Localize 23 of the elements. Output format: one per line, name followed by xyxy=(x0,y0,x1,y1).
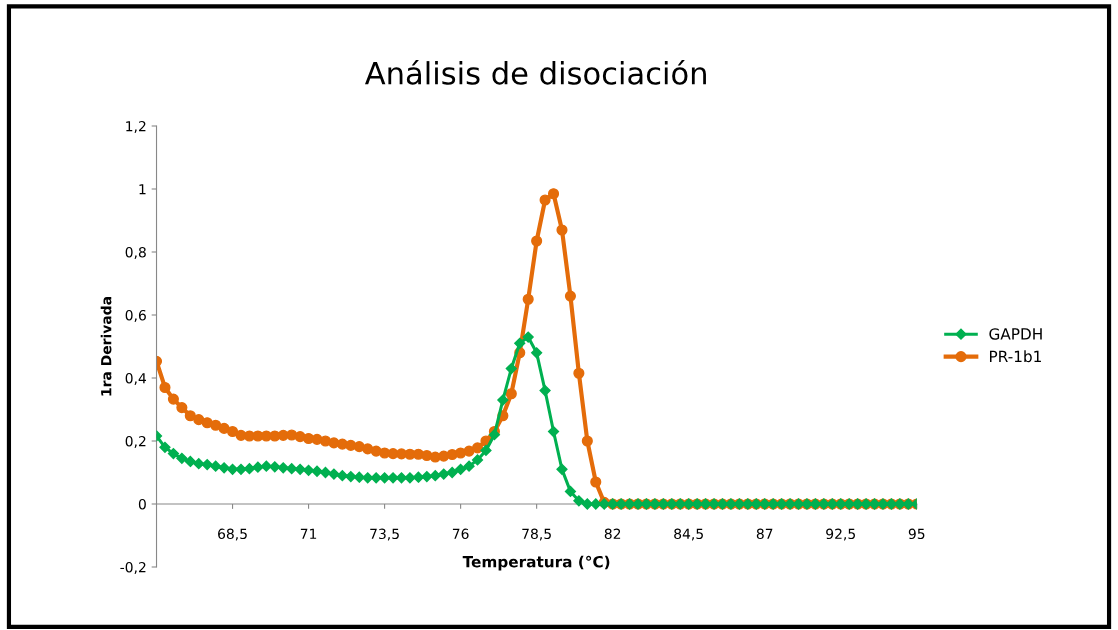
x-tick-label: 82 xyxy=(604,528,621,540)
y-tick-label: -0,2 xyxy=(120,561,146,574)
legend-label: GAPDH xyxy=(989,328,1042,340)
y-tick-label: 0,2 xyxy=(125,435,146,448)
x-tick-label: 87 xyxy=(756,528,773,540)
x-tick-label: 68,5 xyxy=(218,528,247,541)
x-tick-label: 95 xyxy=(908,528,925,540)
x-tick-label: 78,5 xyxy=(522,528,551,541)
x-tick-label: 92,5 xyxy=(826,528,855,541)
legend-label: PR-1b1 xyxy=(989,350,1041,363)
y-tick-label: 0,6 xyxy=(125,309,146,322)
x-tick-label: 84,5 xyxy=(674,528,703,541)
y-tick-label: 0,4 xyxy=(125,372,147,385)
x-axis-title: Temperatura (°C) xyxy=(462,555,610,571)
y-tick-label: 1,2 xyxy=(126,120,146,133)
x-tick-label: 71 xyxy=(300,528,317,539)
y-tick-label: 0 xyxy=(138,498,146,510)
y-tick-label: 1 xyxy=(139,184,146,195)
x-tick-label: 76 xyxy=(452,528,469,540)
x-tick-label: 73,5 xyxy=(370,528,399,541)
y-axis-title: 1ra Derivada xyxy=(100,297,112,396)
chart-title: Análisis de disociación xyxy=(364,59,706,85)
y-tick-label: 0,8 xyxy=(125,246,146,259)
